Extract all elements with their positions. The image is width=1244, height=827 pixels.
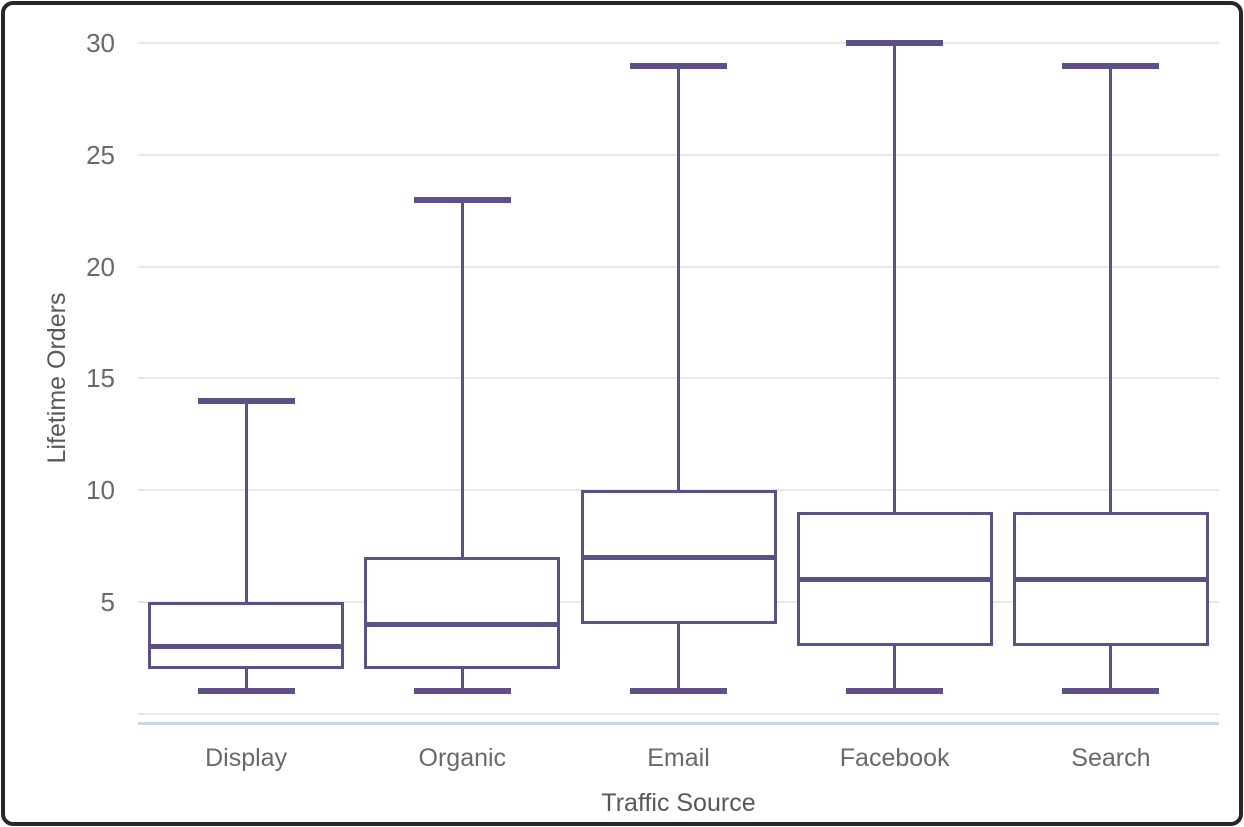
- iqr-box: [364, 557, 561, 669]
- x-category-label-search: Search: [1071, 744, 1151, 772]
- y-tick-label: 30: [86, 28, 115, 59]
- y-tick-label: 10: [86, 475, 115, 506]
- whisker-upper: [1109, 65, 1113, 513]
- whisker-cap-max: [630, 62, 727, 69]
- x-axis-line: [138, 722, 1219, 725]
- gridline-y-30: [138, 42, 1219, 45]
- whisker-cap-max: [1062, 62, 1160, 69]
- whisker-cap-max: [846, 40, 944, 47]
- whisker-cap-max: [197, 397, 295, 404]
- whisker-upper: [244, 400, 248, 602]
- whisker-cap-min: [1062, 688, 1160, 695]
- whisker-lower: [460, 668, 464, 692]
- whisker-lower: [244, 668, 248, 692]
- whisker-upper: [893, 43, 897, 513]
- median-line: [148, 643, 345, 649]
- y-tick-label: 25: [86, 140, 115, 170]
- x-category-label-facebook: Facebook: [839, 744, 950, 772]
- y-tick-label: 20: [86, 251, 115, 282]
- y-tick-label: 5: [100, 586, 115, 617]
- median-line: [796, 576, 993, 582]
- whisker-cap-min: [197, 688, 295, 695]
- whisker-cap-max: [413, 196, 511, 203]
- x-category-label-email: Email: [647, 744, 710, 772]
- whisker-cap-min: [846, 688, 944, 695]
- x-category-label-display: Display: [205, 744, 288, 772]
- y-tick-label: 15: [86, 363, 115, 394]
- gridline-y-0: [138, 712, 1219, 715]
- iqr-box: [148, 601, 345, 669]
- whisker-lower: [893, 646, 897, 692]
- whisker-lower: [1109, 646, 1113, 692]
- x-axis-title: Traffic Source: [601, 789, 756, 817]
- whisker-cap-min: [413, 688, 511, 695]
- whisker-cap-min: [630, 688, 727, 695]
- median-line: [1012, 576, 1209, 582]
- x-category-label-organic: Organic: [418, 744, 507, 772]
- median-line: [580, 554, 777, 560]
- median-line: [364, 621, 561, 627]
- whisker-lower: [677, 624, 680, 692]
- boxplot-chart: Lifetime Orders Traffic Source 5 10 15 20 25…: [5, 5, 1239, 822]
- whisker-upper: [460, 199, 464, 558]
- whisker-upper: [677, 65, 680, 491]
